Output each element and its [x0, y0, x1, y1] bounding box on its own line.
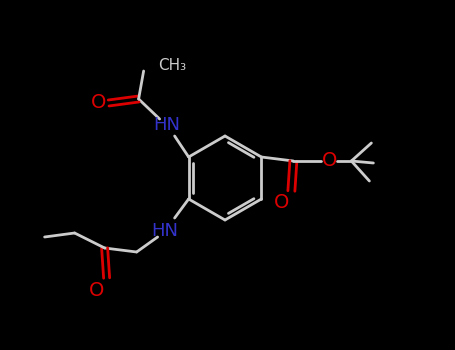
- Text: CH₃: CH₃: [157, 58, 186, 74]
- Text: HN: HN: [151, 222, 178, 240]
- Text: O: O: [91, 92, 106, 112]
- Text: O: O: [322, 152, 337, 170]
- Text: HN: HN: [153, 116, 180, 134]
- Text: O: O: [89, 280, 104, 300]
- Text: O: O: [274, 194, 289, 212]
